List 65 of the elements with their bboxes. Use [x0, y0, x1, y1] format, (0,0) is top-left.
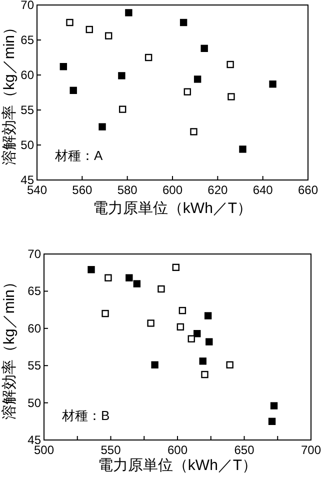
point: [104, 32, 112, 40]
point: [147, 320, 154, 327]
point: [126, 274, 133, 282]
y-axis-title: 溶解効率（kg／min）: [1, 274, 18, 420]
annotation: 材種：B: [61, 408, 110, 423]
point: [98, 123, 106, 130]
point: [206, 338, 213, 346]
point: [144, 54, 152, 62]
point: [118, 106, 126, 113]
point: [118, 72, 126, 80]
x-tick-label: 600: [162, 183, 183, 197]
point: [133, 280, 141, 288]
x-tick-label: 640: [252, 183, 274, 197]
point: [184, 88, 192, 96]
point: [190, 128, 198, 136]
x-tick-label: 580: [117, 183, 138, 197]
y-tick-label: 55: [28, 358, 42, 373]
point: [176, 323, 184, 331]
point: [104, 274, 112, 282]
y-tick-label: 60: [28, 321, 42, 336]
y-axis-title: 溶解効率（kg／min）: [1, 20, 18, 166]
point: [204, 312, 212, 320]
point: [88, 266, 95, 274]
y-tick-label: 60: [20, 68, 34, 82]
point: [180, 18, 188, 26]
point: [239, 146, 246, 153]
point: [172, 264, 180, 271]
point: [201, 370, 208, 378]
point: [199, 358, 206, 365]
point: [188, 335, 195, 342]
x-tick-label: 560: [72, 183, 92, 197]
y-tick-label: 50: [20, 138, 34, 152]
x-axis-title: 電力原単位（kWh／T）: [98, 457, 258, 474]
y-tick-label: 65: [28, 284, 42, 298]
annotation: 材種：A: [54, 148, 103, 163]
point: [268, 418, 276, 425]
point: [70, 86, 77, 94]
point: [226, 361, 234, 368]
point: [200, 44, 208, 52]
x-tick-label: 620: [208, 183, 228, 197]
point: [228, 93, 235, 100]
y-tick-label: 55: [20, 103, 34, 117]
y-tick-label: 65: [20, 33, 34, 47]
y-tick-label: 70: [28, 247, 42, 261]
point: [102, 310, 109, 318]
y-tick-label: 50: [28, 396, 42, 410]
x-tick-label: 660: [298, 183, 318, 197]
point: [151, 361, 158, 368]
point: [158, 285, 165, 293]
x-tick-label: 600: [167, 443, 188, 457]
x-axis-title: 電力原単位（kWh／T）: [92, 200, 252, 217]
point: [194, 76, 202, 83]
point: [178, 306, 186, 314]
point: [60, 63, 68, 70]
x-tick-label: 650: [234, 443, 255, 457]
point: [270, 402, 278, 410]
point: [269, 80, 276, 88]
point: [125, 9, 132, 16]
x-tick-label: 700: [300, 443, 322, 457]
y-tick-label: 70: [20, 0, 34, 12]
x-tick-label: 550: [100, 443, 122, 457]
point: [194, 330, 201, 338]
point: [86, 26, 93, 34]
point: [226, 60, 234, 68]
point: [66, 18, 74, 26]
